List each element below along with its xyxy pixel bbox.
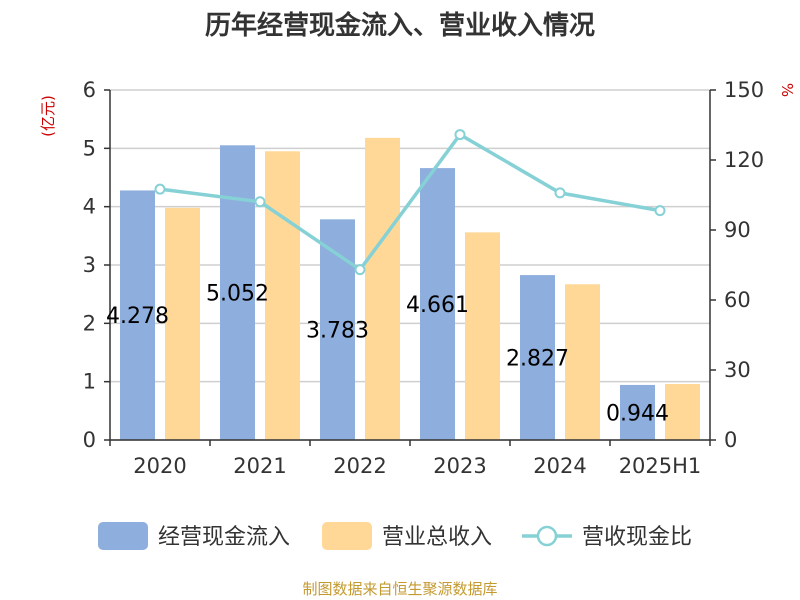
- x-tick-label: 2021: [233, 454, 286, 478]
- bar-营业总收入-2024: [565, 284, 600, 440]
- right-tick-label: 120: [724, 148, 764, 172]
- point-营收现金比-2022: [354, 264, 366, 276]
- gridlines: [110, 89, 710, 441]
- bar-营业总收入-2023: [465, 232, 500, 440]
- bar-营业总收入-2025H1: [665, 384, 700, 440]
- left-tick-label: 4: [83, 195, 96, 219]
- bar-营业总收入-2020: [165, 207, 200, 440]
- legend-marker-营收现金比: [536, 525, 558, 547]
- right-tick-label: 90: [724, 218, 751, 242]
- data-label-2023: 4.661: [406, 293, 469, 318]
- left-tick-label: 6: [83, 78, 96, 102]
- x-tick-label: 2025H1: [619, 454, 702, 478]
- legend: 经营现金流入 营业总收入 营收现金比: [98, 522, 692, 550]
- left-axis-unit: (亿元): [39, 95, 57, 137]
- point-营收现金比-2021: [254, 196, 266, 208]
- right-tick-label: 60: [724, 288, 751, 312]
- legend-label-经营现金流入: 经营现金流入: [158, 525, 290, 550]
- data-label-2025H1: 0.944: [606, 401, 669, 426]
- legend-swatch-经营现金流入: [98, 522, 148, 550]
- data-label-2020: 4.278: [106, 304, 169, 329]
- chart-title: 历年经营现金流入、营业收入情况: [205, 10, 595, 41]
- bar-经营现金流入-2024: [520, 275, 555, 440]
- bar-经营现金流入-2025H1: [620, 384, 655, 440]
- data-labels: 4.278 5.052 3.783 4.661 2.827 0.944: [106, 282, 669, 427]
- point-营收现金比-2020: [154, 183, 166, 195]
- left-tick-label: 2: [83, 311, 96, 335]
- data-label-2022: 3.783: [306, 319, 369, 344]
- x-tick-label: 2024: [533, 454, 586, 478]
- axes: [104, 89, 716, 446]
- bar-营业总收入-2022: [365, 137, 400, 441]
- point-营收现金比-2025H1: [654, 205, 666, 217]
- left-tick-label: 5: [83, 136, 96, 160]
- point-营收现金比-2023: [454, 129, 466, 141]
- right-tick-label: 150: [724, 78, 764, 102]
- legend-swatch-营业总收入: [322, 522, 372, 550]
- legend-label-营业总收入: 营业总收入: [382, 525, 492, 550]
- x-tick-label: 2022: [333, 454, 386, 478]
- bar-经营现金流入-2023: [420, 168, 455, 440]
- data-label-2024: 2.827: [506, 347, 569, 372]
- bar-经营现金流入-2020: [120, 190, 155, 440]
- line-营收现金比: [159, 132, 661, 273]
- right-axis-unit: %: [778, 83, 796, 97]
- source-note: 制图数据来自恒生聚源数据库: [302, 580, 497, 598]
- right-tick-label: 30: [724, 358, 751, 382]
- x-tick-label: 2023: [433, 454, 486, 478]
- bar-营业总收入-2021: [265, 151, 300, 440]
- left-tick-label: 3: [83, 253, 96, 277]
- data-label-2021: 5.052: [206, 282, 269, 307]
- left-tick-label: 0: [83, 428, 96, 452]
- left-tick-label: 1: [83, 370, 96, 394]
- right-tick-label: 0: [724, 428, 737, 452]
- legend-label-营收现金比: 营收现金比: [582, 525, 692, 550]
- point-营收现金比-2024: [554, 187, 566, 199]
- bars: [120, 137, 700, 441]
- x-tick-label: 2020: [133, 454, 186, 478]
- bar-经营现金流入-2021: [220, 145, 255, 441]
- ratio-line: [154, 129, 666, 276]
